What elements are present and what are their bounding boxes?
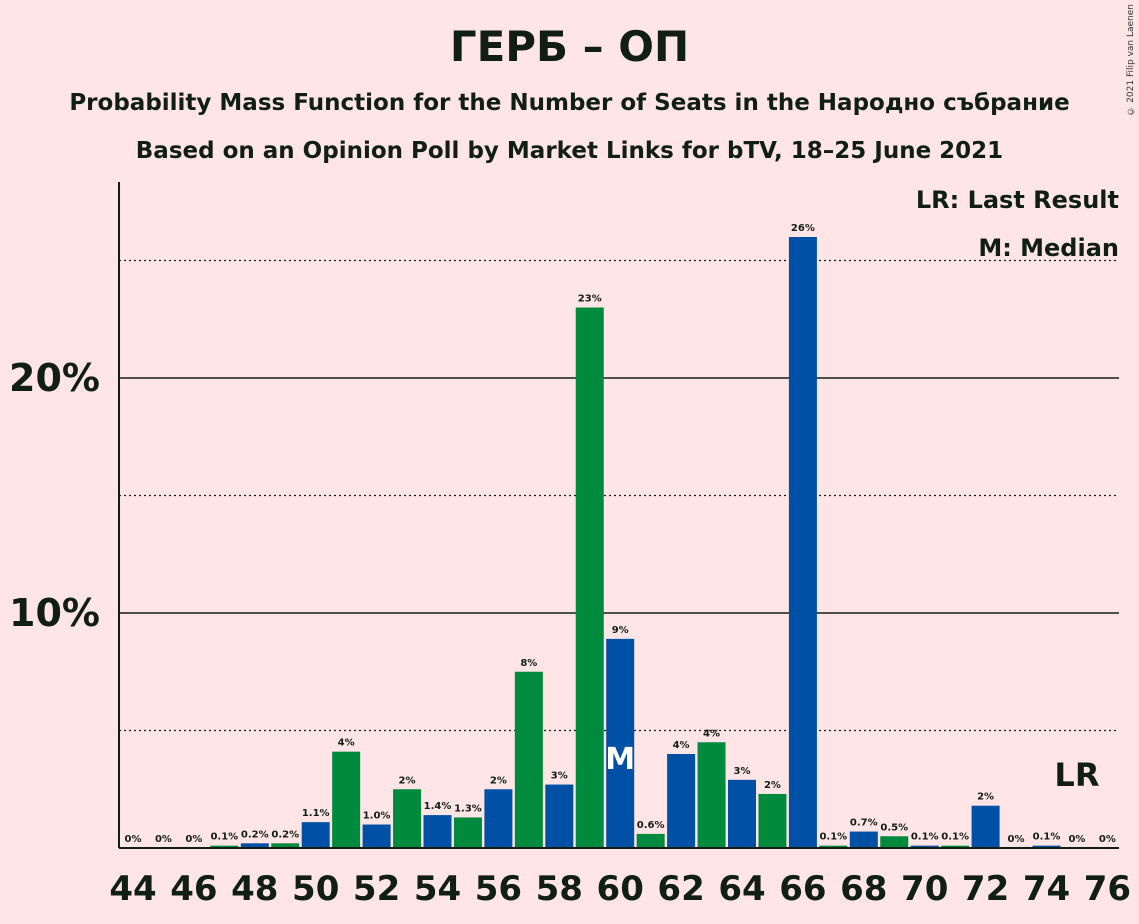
data-label: 0% bbox=[1008, 834, 1025, 845]
bar-seat-72 bbox=[971, 805, 1000, 848]
bar-seat-71 bbox=[941, 845, 970, 848]
bar-seat-59 bbox=[575, 307, 604, 848]
x-tick-label: 68 bbox=[840, 869, 887, 909]
data-label: 0.7% bbox=[850, 818, 878, 829]
data-label: 0.5% bbox=[880, 822, 908, 833]
bar-seat-58 bbox=[545, 784, 574, 848]
bar-seat-55 bbox=[453, 817, 482, 848]
bar-seat-57 bbox=[514, 671, 543, 848]
x-tick-label: 76 bbox=[1084, 869, 1131, 909]
bar-seat-69 bbox=[880, 836, 909, 848]
data-label: 0.1% bbox=[911, 832, 939, 843]
chart-subtitle: Probability Mass Function for the Number… bbox=[69, 90, 1070, 116]
bar-seat-56 bbox=[484, 789, 513, 848]
x-tick-label: 66 bbox=[779, 869, 826, 909]
data-label: 1.0% bbox=[363, 811, 391, 822]
data-label: 0% bbox=[1099, 834, 1116, 845]
x-tick-label: 72 bbox=[962, 869, 1009, 909]
data-label: 2% bbox=[490, 775, 507, 786]
data-label: 0% bbox=[155, 834, 172, 845]
y-tick-label: 20% bbox=[9, 356, 100, 400]
data-label: 1.1% bbox=[302, 808, 330, 819]
bar-seat-66 bbox=[788, 237, 817, 848]
bar-seat-74 bbox=[1032, 845, 1061, 848]
bar-seat-60 bbox=[606, 638, 635, 848]
legend-median: M: Median bbox=[978, 234, 1119, 262]
data-label: 2% bbox=[399, 775, 416, 786]
data-label: 4% bbox=[703, 728, 720, 739]
bar-seat-47 bbox=[210, 845, 239, 848]
data-label: 1.3% bbox=[454, 803, 482, 814]
x-tick-label: 70 bbox=[901, 869, 948, 909]
data-label: 0% bbox=[185, 834, 202, 845]
bar-seat-65 bbox=[758, 793, 787, 848]
x-tick-label: 52 bbox=[353, 869, 400, 909]
data-label: 4% bbox=[338, 738, 355, 749]
bar-seat-62 bbox=[667, 754, 696, 848]
data-label: 0.6% bbox=[637, 820, 665, 831]
data-label: 0.1% bbox=[210, 832, 238, 843]
median-marker: M bbox=[605, 742, 635, 777]
data-label: 2% bbox=[764, 780, 781, 791]
bar-seat-50 bbox=[301, 822, 330, 848]
bar-seat-48 bbox=[240, 843, 269, 848]
x-tick-label: 44 bbox=[109, 869, 156, 909]
chart-subtitle-source: Based on an Opinion Poll by Market Links… bbox=[135, 138, 1004, 164]
data-label: 0.1% bbox=[941, 832, 969, 843]
x-tick-label: 64 bbox=[718, 869, 765, 909]
x-tick-label: 58 bbox=[536, 869, 583, 909]
bar-seat-51 bbox=[332, 751, 361, 848]
x-tick-label: 74 bbox=[1023, 869, 1070, 909]
data-label: 2% bbox=[977, 792, 994, 803]
data-label: 26% bbox=[791, 223, 815, 234]
data-label: 0.2% bbox=[271, 829, 299, 840]
data-label: 0% bbox=[125, 834, 142, 845]
last-result-marker: LR bbox=[1054, 756, 1099, 794]
data-label: 3% bbox=[551, 771, 568, 782]
y-tick-label: 10% bbox=[9, 591, 100, 635]
bar-seat-54 bbox=[423, 815, 452, 848]
x-tick-label: 50 bbox=[292, 869, 339, 909]
data-label: 8% bbox=[520, 658, 537, 669]
x-tick-label: 62 bbox=[657, 869, 704, 909]
data-label: 1.4% bbox=[424, 801, 452, 812]
bar-seat-61 bbox=[636, 833, 665, 848]
data-label: 4% bbox=[673, 740, 690, 751]
data-label: 0.2% bbox=[241, 829, 269, 840]
chart-title: ГЕРБ – ОП bbox=[449, 22, 690, 71]
bar-seat-53 bbox=[393, 789, 422, 848]
bar-seat-63 bbox=[697, 742, 726, 848]
x-tick-label: 54 bbox=[414, 869, 461, 909]
bar-seat-49 bbox=[271, 843, 300, 848]
x-tick-label: 56 bbox=[475, 869, 522, 909]
data-label: 0.1% bbox=[819, 832, 847, 843]
x-tick-label: 46 bbox=[170, 869, 217, 909]
bar-seat-52 bbox=[362, 824, 391, 848]
x-tick-label: 60 bbox=[597, 869, 644, 909]
data-label: 23% bbox=[578, 294, 602, 305]
legend-last-result: LR: Last Result bbox=[915, 186, 1119, 214]
data-label: 0.1% bbox=[1033, 832, 1061, 843]
bar-seat-67 bbox=[819, 845, 848, 848]
x-tick-label: 48 bbox=[231, 869, 278, 909]
data-label: 3% bbox=[734, 766, 751, 777]
bar-seat-70 bbox=[910, 845, 939, 848]
data-label: 0% bbox=[1068, 834, 1085, 845]
data-label: 9% bbox=[612, 625, 629, 636]
bar-seat-68 bbox=[849, 831, 878, 848]
bar-seat-64 bbox=[728, 779, 756, 848]
